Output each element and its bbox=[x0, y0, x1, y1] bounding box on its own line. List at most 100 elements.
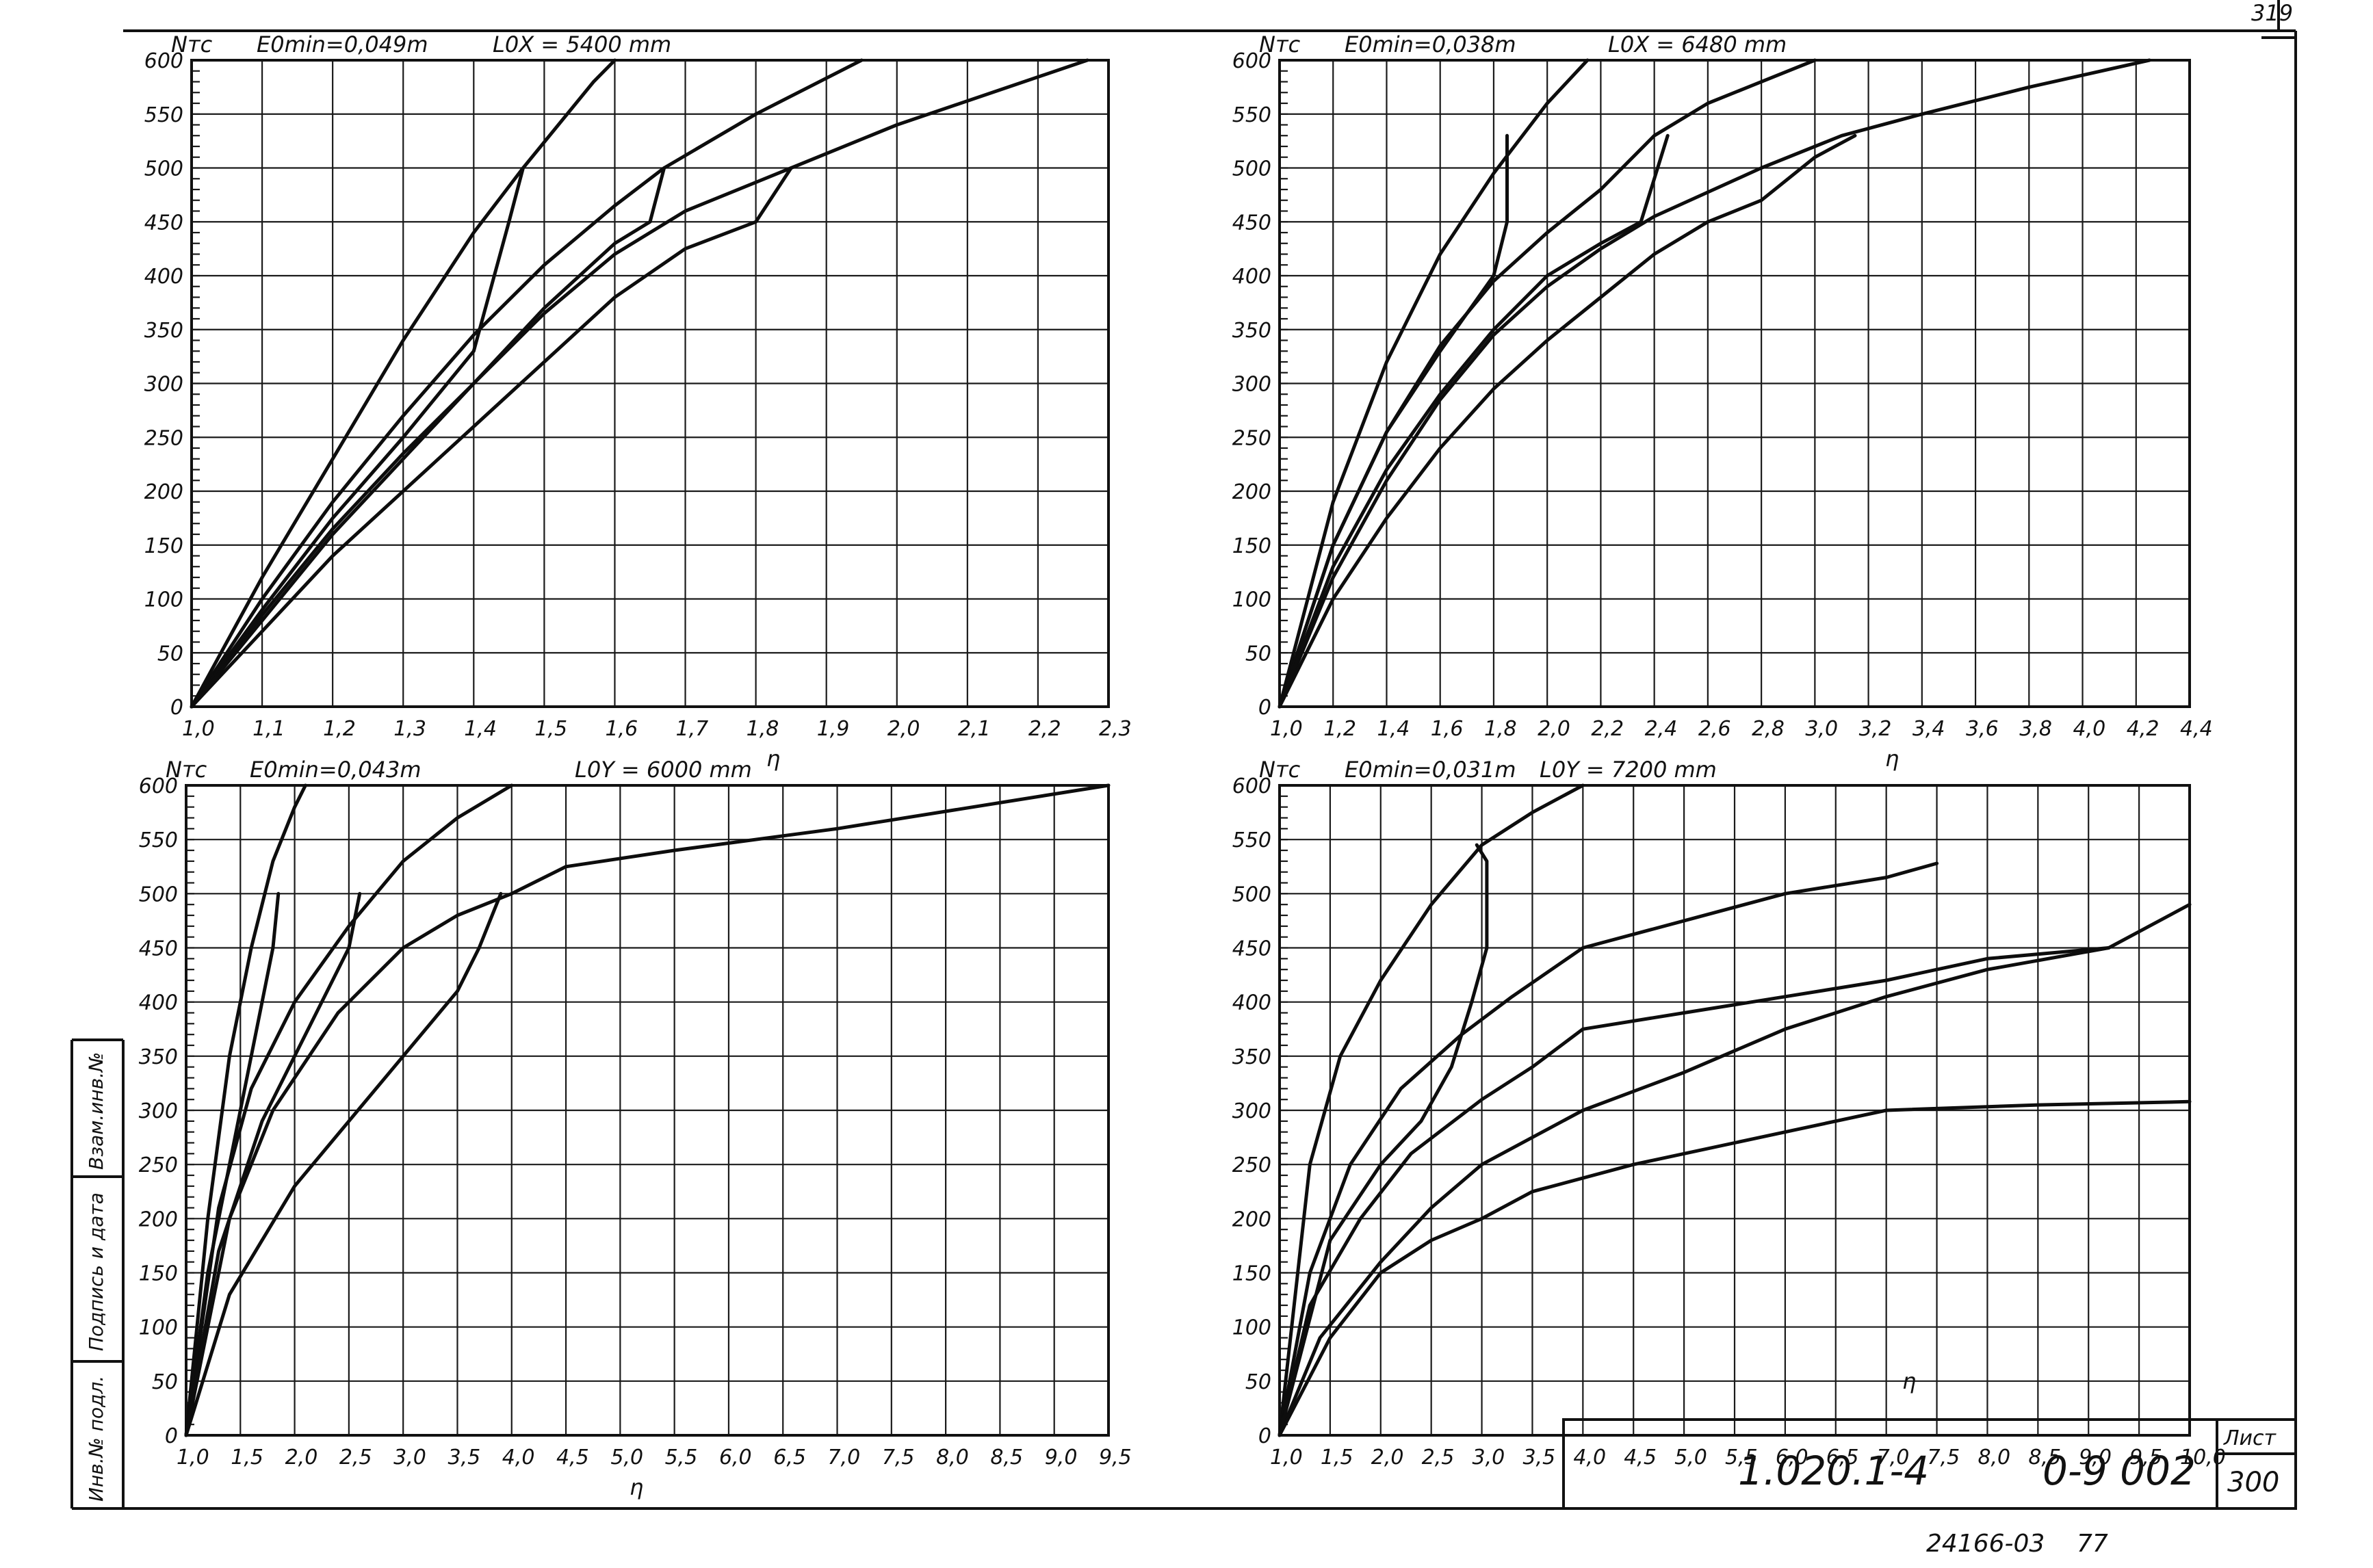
chart-bottom-right: 1,0 1,5 2,0 2,5 3,0 3,5 4,0 4,5 5,0 5,5 6,0 6,5 7,0 7… bbox=[1232, 757, 2226, 1469]
y-tick-label: 200 bbox=[1232, 480, 1271, 504]
x-tick-label: 6,5 bbox=[773, 1446, 806, 1469]
x-tick-label: 6,0 bbox=[719, 1446, 752, 1469]
y-tick-label: 0 bbox=[1258, 1424, 1271, 1448]
series-line-2 bbox=[190, 58, 864, 709]
x-tick-label: 4,4 bbox=[2180, 717, 2213, 741]
x-tick-label: 9,0 bbox=[2079, 1446, 2112, 1469]
footer-extra: 77 bbox=[2077, 1530, 2108, 1558]
x-tick-label: 2,3 bbox=[1099, 717, 1132, 741]
sheet-designation: 1.020.1-4 bbox=[1738, 1448, 1929, 1494]
x-tick-label: 2,8 bbox=[1752, 717, 1785, 741]
sheet-frame bbox=[72, 0, 2297, 1510]
x-tick-label: 1,0 bbox=[182, 717, 215, 741]
x-tick-label: 2,0 bbox=[887, 717, 920, 741]
y-tick-label: 350 bbox=[144, 319, 183, 343]
x-tick-label: 1,6 bbox=[605, 717, 638, 741]
series-line-5 bbox=[1278, 133, 1509, 709]
x-tick-label: 3,2 bbox=[1859, 717, 1892, 741]
x-tick-label: 1,8 bbox=[747, 717, 779, 741]
y-tick-label: 250 bbox=[1232, 426, 1271, 450]
x-tick-label: 1,2 bbox=[1323, 717, 1356, 741]
x-tick-label: 2,0 bbox=[1538, 717, 1570, 741]
y-tick-label: 600 bbox=[1232, 774, 1271, 798]
y-tick-label: 100 bbox=[1232, 588, 1271, 612]
stamp-inv-podl: Инв.№ подл. bbox=[85, 1376, 107, 1502]
y-tick-label: 50 bbox=[152, 1370, 178, 1394]
l0-label: L0X = 5400 mm bbox=[493, 31, 671, 57]
y-tick-label: 500 bbox=[144, 157, 183, 181]
y-tick-label: 450 bbox=[144, 211, 183, 235]
y-tick-label: 0 bbox=[170, 696, 183, 720]
x-tick-label: 5,5 bbox=[665, 1446, 698, 1469]
x-tick-label: 7,0 bbox=[828, 1446, 861, 1469]
x-tick-label: 9,0 bbox=[1045, 1446, 1078, 1469]
y-tick-label: 300 bbox=[144, 373, 183, 397]
chart-top-left: 1,0 1,1 1,2 1,3 1,4 1,5 1,6 1,7 1,8 1,9 2,0 2,1 2,2 2… bbox=[144, 31, 1132, 772]
y-tick-label: 600 bbox=[139, 774, 178, 798]
series-line-6 bbox=[190, 166, 666, 709]
y-axis-label: Nтс bbox=[1259, 31, 1301, 57]
x-tick-label: 1,0 bbox=[1270, 717, 1303, 741]
x-tick-label: 4,5 bbox=[1624, 1446, 1657, 1469]
plot-border bbox=[185, 784, 1110, 1437]
plot-border bbox=[1278, 784, 2191, 1437]
series-line-3 bbox=[1278, 58, 2151, 709]
x-axis-label: η bbox=[1885, 746, 1899, 772]
y-tick-label: 300 bbox=[1232, 373, 1271, 397]
x-tick-label: 6,5 bbox=[1826, 1446, 1859, 1469]
x-tick-label: 9,5 bbox=[1099, 1446, 1132, 1469]
series-line-4 bbox=[1278, 946, 2111, 1437]
y-tick-label: 450 bbox=[1232, 211, 1271, 235]
sheet-code: 0-9 002 bbox=[2043, 1448, 2196, 1494]
series-line-1 bbox=[190, 58, 617, 709]
x-tick-label: 9,5 bbox=[2129, 1446, 2162, 1469]
series-line-4 bbox=[190, 166, 793, 709]
y-axis-label: Nтс bbox=[171, 31, 213, 57]
y-axis-label: Nтс bbox=[1259, 757, 1301, 783]
x-tick-label: 2,2 bbox=[1028, 717, 1061, 741]
y-tick-label: 200 bbox=[1232, 1207, 1271, 1231]
x-tick-label: 2,2 bbox=[1591, 717, 1624, 741]
series-line-4 bbox=[1278, 133, 1857, 709]
y-tick-label: 300 bbox=[139, 1099, 178, 1123]
y-axis-label: Nтс bbox=[166, 757, 207, 783]
corner-number: 319 bbox=[2251, 0, 2293, 26]
x-tick-label: 5,5 bbox=[1725, 1446, 1758, 1469]
x-tick-label: 1,0 bbox=[1270, 1446, 1303, 1469]
list-label: Лист bbox=[2223, 1426, 2277, 1450]
x-tick-label: 3,4 bbox=[1912, 717, 1945, 741]
e0min-label: E0min=0,043m bbox=[250, 757, 422, 783]
y-tick-label: 150 bbox=[139, 1262, 178, 1286]
l0-label: L0Y = 7200 mm bbox=[1540, 757, 1717, 783]
y-tick-label: 50 bbox=[1245, 1370, 1271, 1394]
x-tick-label: 4,5 bbox=[556, 1446, 589, 1469]
y-tick-label: 550 bbox=[1232, 103, 1271, 127]
y-tick-label: 400 bbox=[1232, 265, 1271, 289]
y-tick-label: 450 bbox=[1232, 937, 1271, 961]
x-tick-label: 1,1 bbox=[252, 717, 285, 741]
x-tick-label: 8,5 bbox=[990, 1446, 1023, 1469]
e0min-label: E0min=0,038m bbox=[1345, 31, 1516, 57]
x-tick-label: 3,0 bbox=[1805, 717, 1838, 741]
y-tick-label: 600 bbox=[144, 49, 183, 73]
e0min-label: E0min=0,049m bbox=[257, 31, 428, 57]
y-tick-label: 100 bbox=[144, 588, 183, 612]
y-tick-label: 300 bbox=[1232, 1099, 1271, 1123]
y-tick-label: 550 bbox=[1232, 828, 1271, 852]
x-tick-label: 3,6 bbox=[1966, 717, 1999, 741]
y-tick-label: 350 bbox=[139, 1045, 178, 1069]
footer-number: 24166-03 bbox=[1926, 1530, 2045, 1558]
y-tick-label: 100 bbox=[139, 1316, 178, 1340]
chart-top-right: 1,0 1,2 1,4 1,6 1,8 2,0 2,2 2,4 2,6 2,8 3,0 3,2 3,4 3… bbox=[1232, 31, 2213, 772]
y-tick-label: 400 bbox=[1232, 991, 1271, 1015]
y-tick-label: 350 bbox=[1232, 319, 1271, 343]
x-tick-label: 1,5 bbox=[231, 1446, 263, 1469]
y-tick-label: 250 bbox=[139, 1153, 178, 1177]
x-tick-label: 1,4 bbox=[1377, 717, 1410, 741]
series-line-6 bbox=[1278, 843, 1489, 1437]
y-tick-label: 150 bbox=[1232, 1262, 1271, 1286]
x-tick-label: 2,0 bbox=[285, 1446, 318, 1469]
y-tick-label: 450 bbox=[139, 937, 178, 961]
side-stamp: Взам.инв.№ Подпись и дата Инв.№ подл. bbox=[70, 1038, 123, 1508]
